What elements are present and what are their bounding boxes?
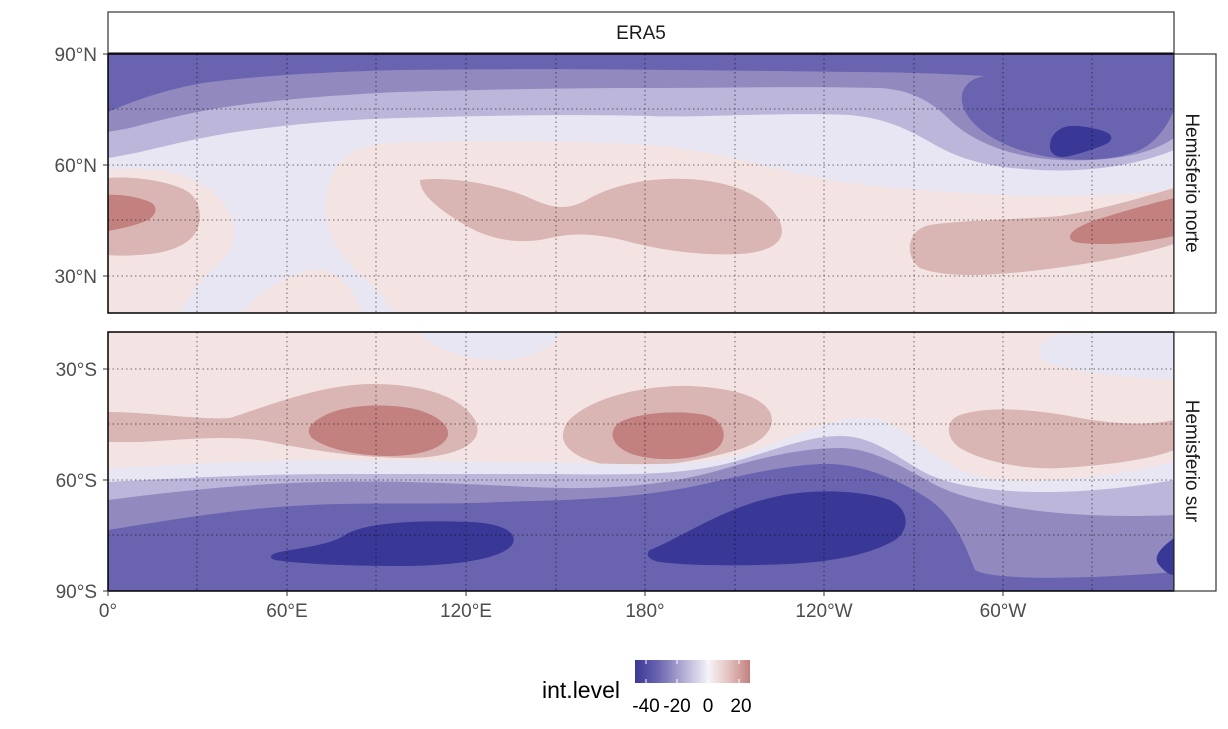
facet-strip-sur [1173, 331, 1217, 592]
panel-sur [108, 332, 1174, 591]
legend-tick-20: 20 [730, 696, 751, 717]
x-tick-label-120e: 120°E [440, 601, 492, 622]
sur-contour-pos10-c [948, 409, 1174, 469]
norte-contour-pos10-b [420, 178, 782, 255]
y-tick-label-60n: 60°N [55, 156, 97, 177]
legend-title: int.level [542, 677, 620, 703]
x-axis-ticks [107, 591, 1004, 596]
norte-contour-pos20-a [108, 194, 156, 231]
y-axis-ticks [103, 53, 108, 592]
y-tick-label-90n: 90°N [55, 45, 97, 66]
sur-contour-neg50-c [1156, 538, 1174, 575]
legend: int.level -40 -20 0 20 [542, 660, 752, 717]
legend-tick-0: 0 [703, 696, 714, 717]
facet-label-norte: Hemisferio norte [1181, 113, 1202, 252]
sur-contour-neg10-top-a [420, 332, 560, 360]
facet-strip-top [107, 11, 1175, 54]
norte-contour-neg50 [1050, 125, 1112, 157]
facet-label-sur: Hemisferio sur [1181, 400, 1202, 523]
sur-contour-pos20-a [308, 405, 449, 456]
y-tick-label-30s: 30°S [56, 360, 97, 381]
sur-contour-pos20-b [612, 412, 724, 460]
y-tick-label-60s: 60°S [56, 471, 97, 492]
y-tick-label-90s: 90°S [56, 582, 97, 603]
x-tick-label-0: 0° [99, 601, 117, 622]
norte-contour-pos0-patch [240, 269, 362, 313]
x-tick-label-60e: 60°E [266, 601, 307, 622]
legend-colorbar [635, 660, 750, 683]
sur-contour-neg50-b [647, 491, 906, 566]
norte-contour-neg30 [108, 54, 1174, 161]
facet-strip-norte [1173, 53, 1217, 314]
norte-contour-pos20-c [1070, 198, 1174, 244]
x-tick-label-180: 180° [625, 601, 664, 622]
panel-norte [108, 54, 1174, 313]
legend-tick-neg40: -40 [632, 696, 659, 717]
sur-contour-neg10-top-b [1039, 332, 1174, 380]
x-tick-label-120w: 120°W [795, 601, 852, 622]
x-tick-label-60w: 60°W [980, 601, 1027, 622]
y-tick-label-30n: 30°N [55, 267, 97, 288]
facet-title: ERA5 [616, 23, 666, 44]
norte-contour-pos10-c [909, 188, 1174, 275]
sur-contour-neg50-a [270, 521, 514, 566]
legend-tick-neg20: -20 [663, 696, 690, 717]
